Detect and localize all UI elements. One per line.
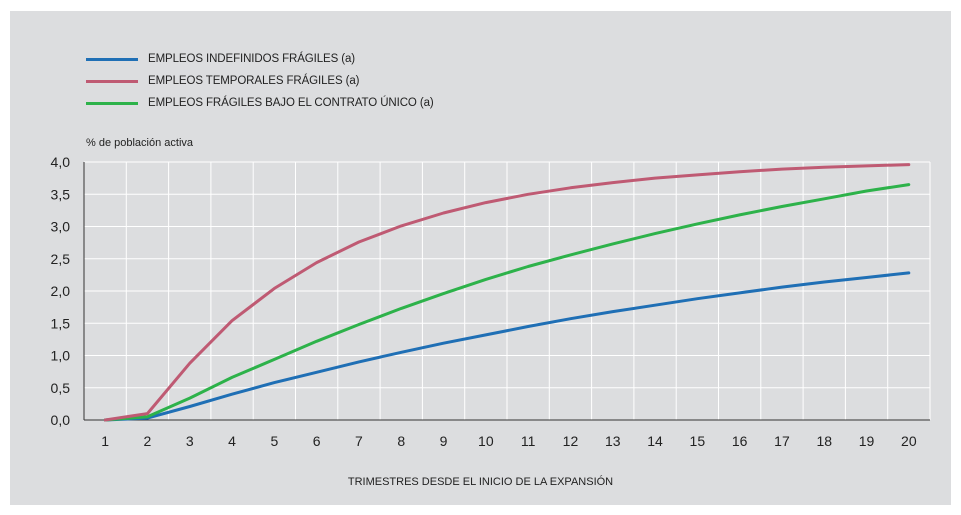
y-tick-label-6: 3,0	[51, 219, 71, 235]
x-tick-label-0: 1	[101, 433, 109, 449]
x-tick-label-8: 9	[440, 433, 448, 449]
x-tick-label-5: 6	[313, 433, 321, 449]
legend-item-contrato-unico: EMPLEOS FRÁGILES BAJO EL CONTRATO ÚNICO …	[86, 92, 434, 114]
x-tick-label-11: 12	[563, 433, 579, 449]
legend-label-contrato-unico: EMPLEOS FRÁGILES BAJO EL CONTRATO ÚNICO …	[148, 97, 434, 109]
x-tick-label-3: 4	[228, 433, 236, 449]
legend-label-indefinidos: EMPLEOS INDEFINIDOS FRÁGILES (a)	[148, 53, 356, 65]
chart-panel	[10, 11, 951, 505]
series-line-0	[103, 271, 911, 422]
legend: EMPLEOS INDEFINIDOS FRÁGILES (a) EMPLEOS…	[86, 48, 434, 114]
legend-item-temporales: EMPLEOS TEMPORALES FRÁGILES (a)	[86, 70, 434, 92]
x-tick-label-2: 3	[186, 433, 194, 449]
x-tick-label-16: 17	[774, 433, 790, 449]
x-tick-label-18: 19	[859, 433, 875, 449]
y-tick-label-2: 1,0	[51, 348, 71, 364]
x-tick-label-17: 18	[816, 433, 832, 449]
legend-item-indefinidos: EMPLEOS INDEFINIDOS FRÁGILES (a)	[86, 48, 434, 70]
legend-label-temporales: EMPLEOS TEMPORALES FRÁGILES (a)	[148, 75, 360, 87]
x-tick-label-14: 15	[690, 433, 706, 449]
legend-swatch-indefinidos	[86, 57, 138, 61]
x-axis-label: TRIMESTRES DESDE EL INICIO DE LA EXPANSI…	[347, 476, 614, 488]
x-tick-label-9: 10	[478, 433, 494, 449]
series-line-2	[103, 183, 911, 422]
x-tick-label-1: 2	[144, 433, 152, 449]
y-axis-label: % de población activa	[86, 137, 194, 149]
x-tick-label-10: 11	[521, 433, 536, 449]
y-tick-label-4: 2,0	[51, 283, 71, 299]
y-tick-label-7: 3,5	[51, 186, 71, 202]
x-tick-label-13: 14	[647, 433, 663, 449]
y-tick-label-0: 0,0	[51, 412, 71, 428]
x-tick-label-4: 5	[270, 433, 278, 449]
x-tick-label-15: 16	[732, 433, 748, 449]
x-tick-label-19: 20	[901, 433, 917, 449]
y-tick-label-3: 1,5	[51, 315, 71, 331]
y-tick-label-1: 0,5	[51, 380, 71, 396]
y-tick-label-8: 4,0	[51, 154, 71, 170]
legend-swatch-contrato-unico	[86, 101, 138, 105]
x-tick-label-6: 7	[355, 433, 363, 449]
y-tick-label-5: 2,5	[51, 251, 71, 267]
x-tick-label-7: 8	[397, 433, 405, 449]
legend-swatch-temporales	[86, 79, 138, 83]
x-tick-label-12: 13	[605, 433, 621, 449]
series-line-1	[103, 163, 911, 422]
